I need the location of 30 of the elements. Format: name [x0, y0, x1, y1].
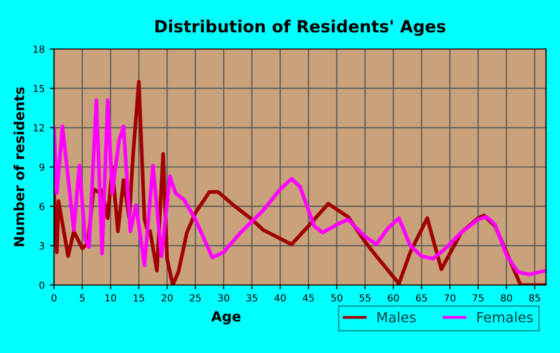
y-tick-label: 12 [34, 124, 44, 132]
y-tick-label: 6 [39, 202, 44, 210]
x-tick-label: 0 [52, 294, 56, 302]
chart-title: Distribution of Residents' Ages [155, 20, 446, 36]
y-axis-title: Number of residents [14, 87, 24, 246]
x-axis-title: Age [211, 311, 241, 324]
x-tick-label: 15 [134, 294, 144, 302]
x-tick-label: 80 [500, 294, 512, 302]
y-tick-label: 18 [34, 45, 44, 53]
x-tick-label: 20 [162, 294, 173, 302]
y-tick-label: 15 [34, 84, 44, 92]
y-tick-label: 0 [39, 281, 44, 289]
x-tick-label: 35 [246, 294, 258, 302]
x-tick-label: 70 [444, 294, 456, 302]
x-tick-label: 40 [274, 294, 286, 302]
legend-label: Males [378, 312, 416, 322]
legend-label: Females [477, 312, 533, 322]
x-tick-label: 10 [105, 294, 116, 302]
x-tick-label: 5 [80, 294, 85, 302]
y-tick-label: 9 [39, 163, 44, 171]
x-tick-label: 25 [190, 294, 201, 302]
x-tick-label: 50 [331, 294, 342, 302]
x-tick-label: 60 [388, 294, 399, 302]
x-tick-label: 30 [218, 294, 230, 302]
x-tick-label: 75 [472, 294, 484, 302]
x-tick-label: 85 [529, 294, 540, 302]
y-tick-label: 3 [40, 242, 44, 250]
x-tick-label: 65 [416, 294, 427, 302]
x-tick-label: 45 [302, 294, 314, 302]
x-tick-label: 55 [360, 294, 370, 302]
